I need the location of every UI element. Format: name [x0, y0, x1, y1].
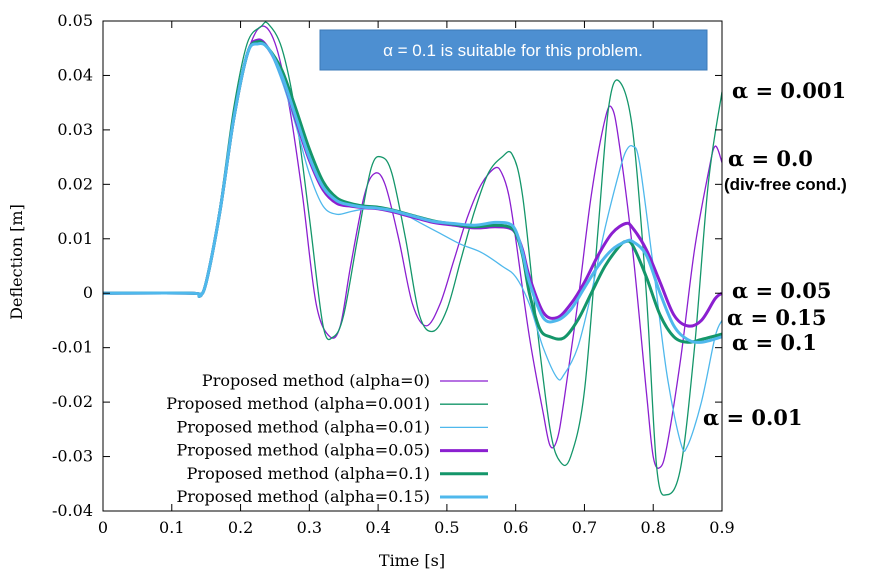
- legend-label-3: Proposed method (alpha=0.05): [176, 441, 430, 460]
- x-tick-label: 0.7: [572, 518, 597, 537]
- y-tick-label: 0.04: [57, 65, 93, 84]
- legend-label-5: Proposed method (alpha=0.15): [176, 487, 430, 506]
- legend-label-4: Proposed method (alpha=0.1): [187, 464, 430, 483]
- callout-background: [319, 29, 708, 71]
- y-tick-label: -0.02: [52, 392, 93, 411]
- annotation-alpha-0: α = 0.0: [728, 146, 813, 171]
- legend-label-0: Proposed method (alpha=0): [202, 371, 430, 390]
- series-line-5: [103, 41, 722, 344]
- y-axis-title: Deflection [m]: [7, 204, 26, 320]
- legend-label-2: Proposed method (alpha=0.01): [176, 417, 430, 436]
- annotations: α = 0.001 α = 0.0 (div-free cond.) α = 0…: [703, 78, 847, 430]
- y-tick-label: 0: [83, 283, 93, 302]
- annotation-div-free: (div-free cond.): [724, 175, 847, 194]
- x-tick-label: 0.1: [159, 518, 184, 537]
- annotation-alpha-015: α = 0.15: [727, 305, 827, 330]
- y-tick-label: 0.02: [57, 174, 93, 193]
- annotation-alpha-0001: α = 0.001: [732, 78, 846, 103]
- annotation-alpha-001: α = 0.01: [703, 405, 803, 430]
- x-tick-label: 0.5: [434, 518, 459, 537]
- callout-box: α = 0.1 is suitable for this problem.: [319, 29, 708, 71]
- legend: Proposed method (alpha=0) Proposed method…: [166, 371, 488, 506]
- x-tick-label: 0.9: [709, 518, 734, 537]
- y-tick-label: -0.03: [52, 447, 93, 466]
- annotation-alpha-01: α = 0.1: [732, 330, 817, 355]
- x-tick-label: 0.4: [365, 518, 390, 537]
- x-tick-label: 0.6: [503, 518, 528, 537]
- series-line-4: [103, 40, 722, 344]
- plot-lines: [103, 21, 722, 496]
- callout-text: α = 0.1 is suitable for this problem.: [383, 41, 643, 60]
- y-tick-label: -0.04: [52, 501, 93, 520]
- y-tick-label: 0.03: [57, 120, 93, 139]
- x-tick-label: 0.2: [228, 518, 253, 537]
- plot-frame: [102, 20, 723, 512]
- axis-ticks: [102, 20, 723, 512]
- series-line-1: [103, 21, 722, 496]
- axis-tick-labels: 0 0.1 0.2 0.3 0.4 0.5 0.6 0.7 0.8 0.9 -0.04 -0.03 -0…: [52, 11, 735, 537]
- x-tick-label: 0: [98, 518, 108, 537]
- x-axis-title: Time [s]: [379, 551, 445, 570]
- x-tick-label: 0.3: [297, 518, 322, 537]
- legend-label-1: Proposed method (alpha=0.001): [166, 394, 430, 413]
- y-tick-label: -0.01: [52, 338, 93, 357]
- y-tick-label: 0.05: [57, 11, 93, 30]
- y-tick-label: 0.01: [57, 229, 93, 248]
- annotation-alpha-005: α = 0.05: [732, 278, 832, 303]
- x-tick-label: 0.8: [640, 518, 665, 537]
